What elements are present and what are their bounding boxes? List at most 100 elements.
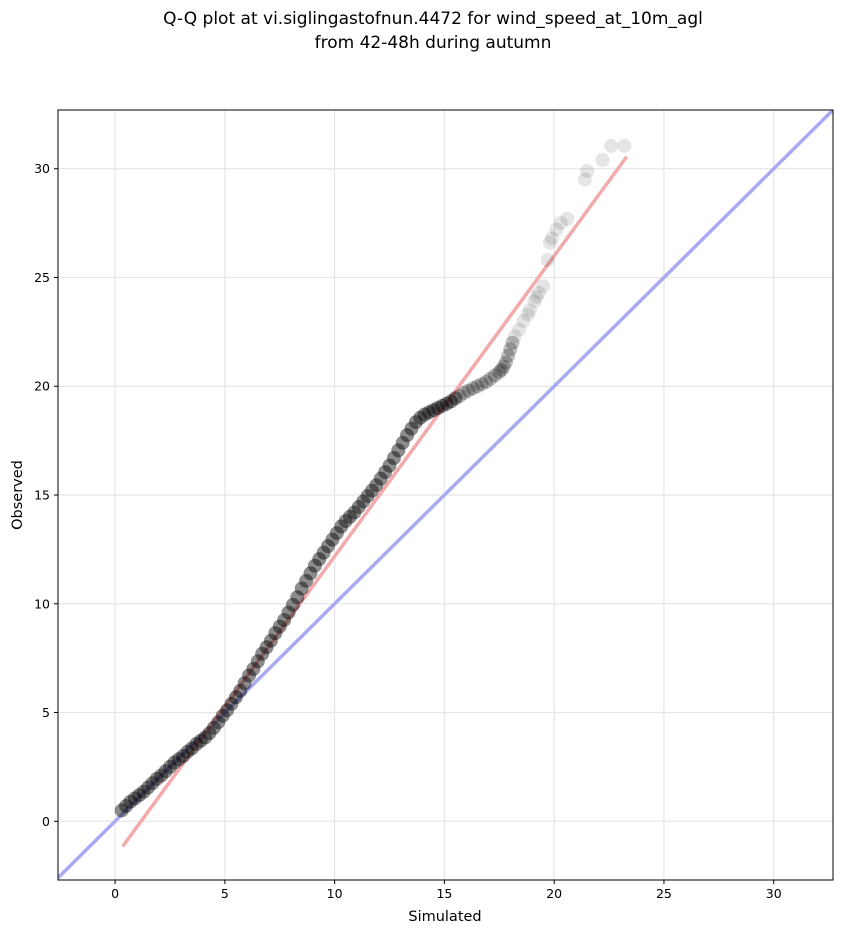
data-point xyxy=(391,443,406,458)
data-point xyxy=(277,613,292,628)
data-point xyxy=(512,322,527,337)
data-point xyxy=(560,211,575,226)
data-point xyxy=(202,726,217,741)
y-tick-label: 30 xyxy=(34,161,50,176)
data-point xyxy=(312,552,327,567)
data-point xyxy=(281,605,296,620)
data-point xyxy=(176,749,191,764)
data-point xyxy=(338,514,353,529)
data-point xyxy=(479,374,494,389)
data-point xyxy=(408,415,423,430)
data-point xyxy=(123,794,138,809)
data-point xyxy=(373,471,388,486)
data-point xyxy=(448,391,463,406)
x-tick-label: 15 xyxy=(436,886,452,901)
data-point xyxy=(430,400,445,415)
data-point xyxy=(127,791,142,806)
data-point xyxy=(496,359,511,374)
data-point xyxy=(224,696,239,711)
data-point xyxy=(316,545,331,560)
data-point xyxy=(132,788,147,803)
data-point xyxy=(198,730,213,745)
y-tick-label: 10 xyxy=(34,596,50,611)
data-point xyxy=(492,365,507,380)
data-point xyxy=(193,733,208,748)
data-point xyxy=(189,737,204,752)
data-point xyxy=(233,683,248,698)
data-point xyxy=(364,483,379,498)
data-point xyxy=(347,505,362,520)
data-point xyxy=(237,676,252,691)
data-point xyxy=(285,597,300,612)
data-point xyxy=(136,784,151,799)
data-point xyxy=(443,394,458,409)
y-axis-label: Observed xyxy=(10,460,26,530)
data-point xyxy=(461,383,476,398)
data-point xyxy=(498,355,513,370)
data-point xyxy=(474,377,489,392)
data-point xyxy=(307,558,322,573)
data-point xyxy=(342,509,357,524)
x-tick-label: 5 xyxy=(221,886,229,901)
data-point xyxy=(501,348,516,363)
data-point xyxy=(531,285,546,300)
data-point xyxy=(465,381,480,396)
data-point xyxy=(180,744,195,759)
reference-lines xyxy=(58,110,833,880)
data-point xyxy=(167,755,182,770)
data-point xyxy=(439,396,454,411)
data-point xyxy=(382,458,397,473)
data-point xyxy=(516,313,531,328)
data-point xyxy=(259,640,274,655)
data-point xyxy=(263,633,278,648)
data-point xyxy=(114,803,129,818)
y-tick-label: 25 xyxy=(34,270,50,285)
data-point xyxy=(452,389,467,404)
fit-line xyxy=(121,155,629,848)
data-point xyxy=(507,329,522,344)
data-point xyxy=(483,371,498,386)
data-point xyxy=(215,708,230,723)
data-point xyxy=(505,335,520,350)
data-point xyxy=(294,581,309,596)
data-point xyxy=(604,138,619,153)
data-point xyxy=(523,303,538,318)
data-point xyxy=(413,410,428,425)
data-point xyxy=(211,715,226,730)
y-tick-label: 20 xyxy=(34,379,50,394)
data-point xyxy=(334,519,349,534)
data-point xyxy=(595,153,610,168)
data-point xyxy=(149,771,164,786)
x-axis-label: Simulated xyxy=(408,909,481,925)
chart-title-line-2: from 42-48h during autumn xyxy=(315,33,552,53)
x-tick-label: 0 xyxy=(111,886,119,901)
data-point xyxy=(487,368,502,383)
data-point xyxy=(369,478,384,493)
data-point xyxy=(400,428,415,443)
data-point xyxy=(119,799,134,814)
x-tick-label: 25 xyxy=(656,886,672,901)
x-tick-label: 20 xyxy=(546,886,562,901)
data-point xyxy=(617,138,632,153)
y-tick-label: 5 xyxy=(42,705,50,720)
data-point xyxy=(577,172,592,187)
x-tick-label: 10 xyxy=(327,886,343,901)
data-point xyxy=(220,703,235,718)
grid xyxy=(58,110,833,880)
data-point xyxy=(290,590,305,605)
x-tick-label: 30 xyxy=(766,886,782,901)
data-point xyxy=(378,465,393,480)
data-point xyxy=(246,662,261,677)
data-point xyxy=(494,362,509,377)
data-point xyxy=(272,619,287,634)
data-point xyxy=(228,690,243,705)
data-point xyxy=(549,222,564,237)
data-point xyxy=(553,216,568,231)
data-point xyxy=(426,403,441,418)
chart-title-line-1: Q-Q plot at vi.siglingastofnun.4472 for … xyxy=(163,9,703,29)
data-point xyxy=(329,526,344,541)
data-point xyxy=(527,294,542,309)
data-point xyxy=(145,776,160,791)
data-point xyxy=(457,385,472,400)
